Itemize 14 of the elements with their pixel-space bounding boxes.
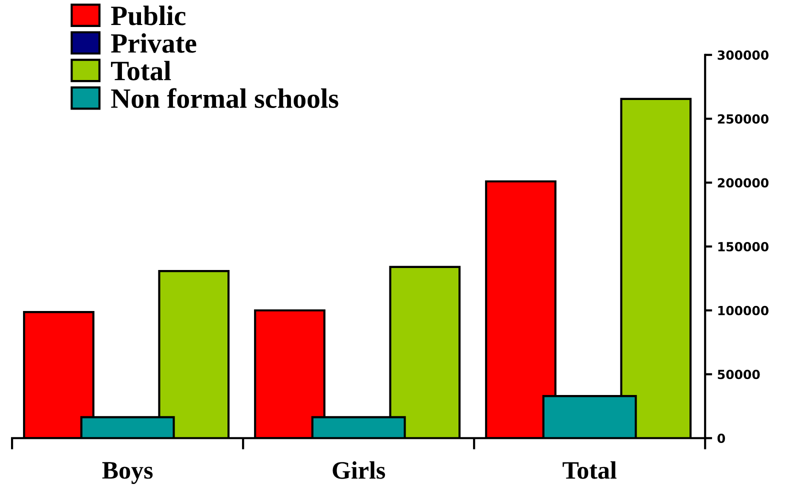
legend-label: Total bbox=[111, 60, 171, 80]
x-tick-label: Girls bbox=[332, 461, 386, 479]
legend-label: Public bbox=[111, 6, 186, 26]
y-tick-label: 250000 bbox=[718, 114, 768, 124]
y-tick-label: 300000 bbox=[718, 50, 768, 60]
y-tick-label: 100000 bbox=[718, 306, 768, 316]
y-tick-label: 50000 bbox=[718, 370, 760, 380]
y-tick-label: 150000 bbox=[718, 242, 768, 252]
y-tick-label: 200000 bbox=[718, 178, 768, 188]
legend-label: Private bbox=[111, 33, 196, 53]
x-tick-label: Boys bbox=[102, 462, 153, 484]
legend-label: Non formal schools bbox=[111, 88, 338, 108]
y-tick-label: 0 bbox=[718, 434, 726, 444]
x-tick-label: Total bbox=[562, 461, 617, 479]
